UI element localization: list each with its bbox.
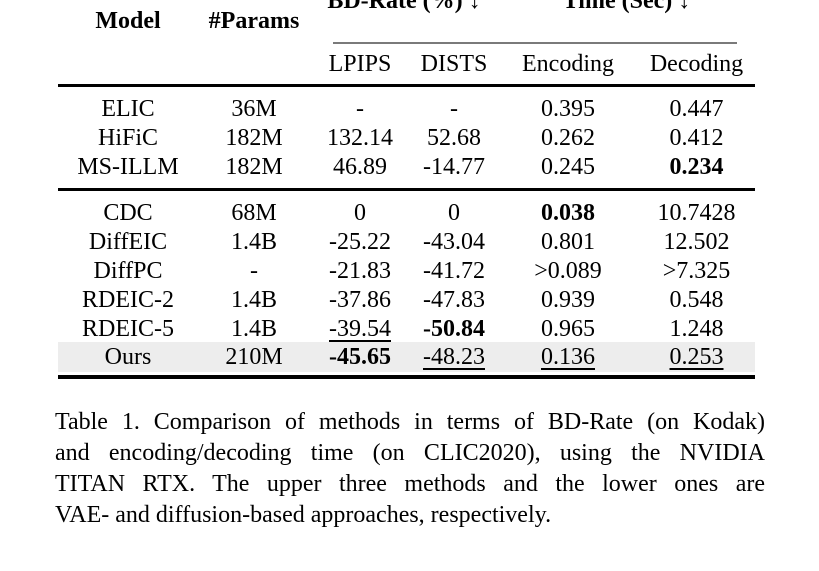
cell-params: 36M [231,96,277,122]
cell-lpips: 132.14 [327,125,393,151]
cell-dists: -48.23 [423,344,485,370]
cell-encoding: 0.801 [541,229,595,255]
cell-model: DiffPC [93,258,163,284]
col-header-decoding: Decoding [649,51,744,77]
cell-params: 1.4B [230,229,277,255]
caption-line: and encoding/decoding time (on CLIC2020)… [55,440,765,466]
cell-model: RDEIC-2 [82,287,174,313]
cell-decoding: 0.253 [669,344,724,370]
col-header-lpips: LPIPS [328,51,392,77]
cell-encoding: 0.939 [541,287,595,313]
cell-encoding: 0.136 [541,344,595,370]
cell-encoding: 0.245 [541,154,595,180]
cell-encoding: >0.089 [534,258,602,284]
cell-decoding: >7.325 [662,258,731,284]
cell-params: 182M [225,125,283,151]
cell-lpips: 46.89 [333,154,387,180]
cell-lpips: - [356,96,364,122]
caption-line: TITAN RTX. The upper three methods and t… [55,471,765,497]
cell-decoding: 0.234 [669,154,724,180]
cell-decoding: 0.447 [669,96,724,122]
cell-dists: -14.77 [423,154,485,180]
cell-lpips: -25.22 [329,229,391,255]
group-span-rule [333,42,737,44]
cell-model: HiFiC [97,125,159,151]
caption-line: Table 1. Comparison of methods in terms … [55,409,765,435]
col-header-encoding: Encoding [522,51,614,77]
header-rule [58,84,755,87]
col-header-params: #Params [208,8,300,34]
cell-params: - [250,258,258,284]
cell-params: 1.4B [230,316,277,342]
cell-encoding: 0.038 [541,200,595,226]
table-row-hific: HiFiC 182M 132.14 52.68 0.262 0.412 [58,124,755,153]
group-header-bdrate: BD-Rate (%) ↓ [327,0,481,14]
table-row-rdeic2: RDEIC-2 1.4B -37.86 -47.83 0.939 0.548 [58,286,755,315]
cell-encoding: 0.395 [541,96,595,122]
cell-lpips: -21.83 [329,258,391,284]
table-row-ours: Ours 210M -45.65 -48.23 0.136 0.253 [58,342,755,372]
cell-params: 182M [225,154,283,180]
results-table: BD-Rate (%) ↓ Time (Sec) ↓ Model #Params… [58,0,755,380]
cell-dists: -50.84 [423,316,485,342]
cell-decoding: 0.548 [669,287,724,313]
cell-params: 68M [231,200,277,226]
group-header-time: Time (Sec) ↓ [562,0,691,14]
subheader-row: LPIPS DISTS Encoding Decoding [58,49,755,79]
mid-rule [58,188,755,191]
cell-model: CDC [103,200,153,226]
cell-lpips: -45.65 [329,344,391,370]
col-header-dists: DISTS [420,51,488,77]
caption-line: VAE- and diffusion-based approaches, res… [55,502,552,528]
cell-model: Ours [104,344,152,370]
cell-dists: 0 [448,200,460,226]
cell-model: DiffEIC [88,229,168,255]
cell-dists: -43.04 [423,229,485,255]
cell-params: 210M [225,344,283,370]
cell-decoding: 1.248 [669,316,724,342]
table-row-diffpc: DiffPC - -21.83 -41.72 >0.089 >7.325 [58,257,755,286]
table-row-msillm: MS-ILLM 182M 46.89 -14.77 0.245 0.234 [58,153,755,182]
cell-decoding: 12.502 [663,229,730,255]
table-row-rdeic5: RDEIC-5 1.4B -39.54 -50.84 0.965 1.248 [58,315,755,344]
cell-dists: -41.72 [423,258,485,284]
cell-model: RDEIC-5 [82,316,174,342]
cell-encoding: 0.965 [541,316,595,342]
table-row-elic: ELIC 36M - - 0.395 0.447 [58,95,755,124]
cell-dists: - [450,96,458,122]
col-header-model: Model [95,8,161,34]
cell-params: 1.4B [230,287,277,313]
cell-model: MS-ILLM [77,154,179,180]
bottom-rule [58,375,755,379]
cell-decoding: 10.7428 [657,200,736,226]
cell-dists: 52.68 [427,125,481,151]
table-caption: Table 1. Comparison of methods in terms … [55,407,765,531]
cell-lpips: 0 [354,200,366,226]
table-row-diffeic: DiffEIC 1.4B -25.22 -43.04 0.801 12.502 [58,228,755,257]
cell-dists: -47.83 [423,287,485,313]
cell-lpips: -39.54 [329,316,391,342]
cell-model: ELIC [101,96,155,122]
cell-encoding: 0.262 [541,125,595,151]
cell-lpips: -37.86 [329,287,391,313]
cell-decoding: 0.412 [669,125,724,151]
table-row-cdc: CDC 68M 0 0 0.038 10.7428 [58,199,755,228]
